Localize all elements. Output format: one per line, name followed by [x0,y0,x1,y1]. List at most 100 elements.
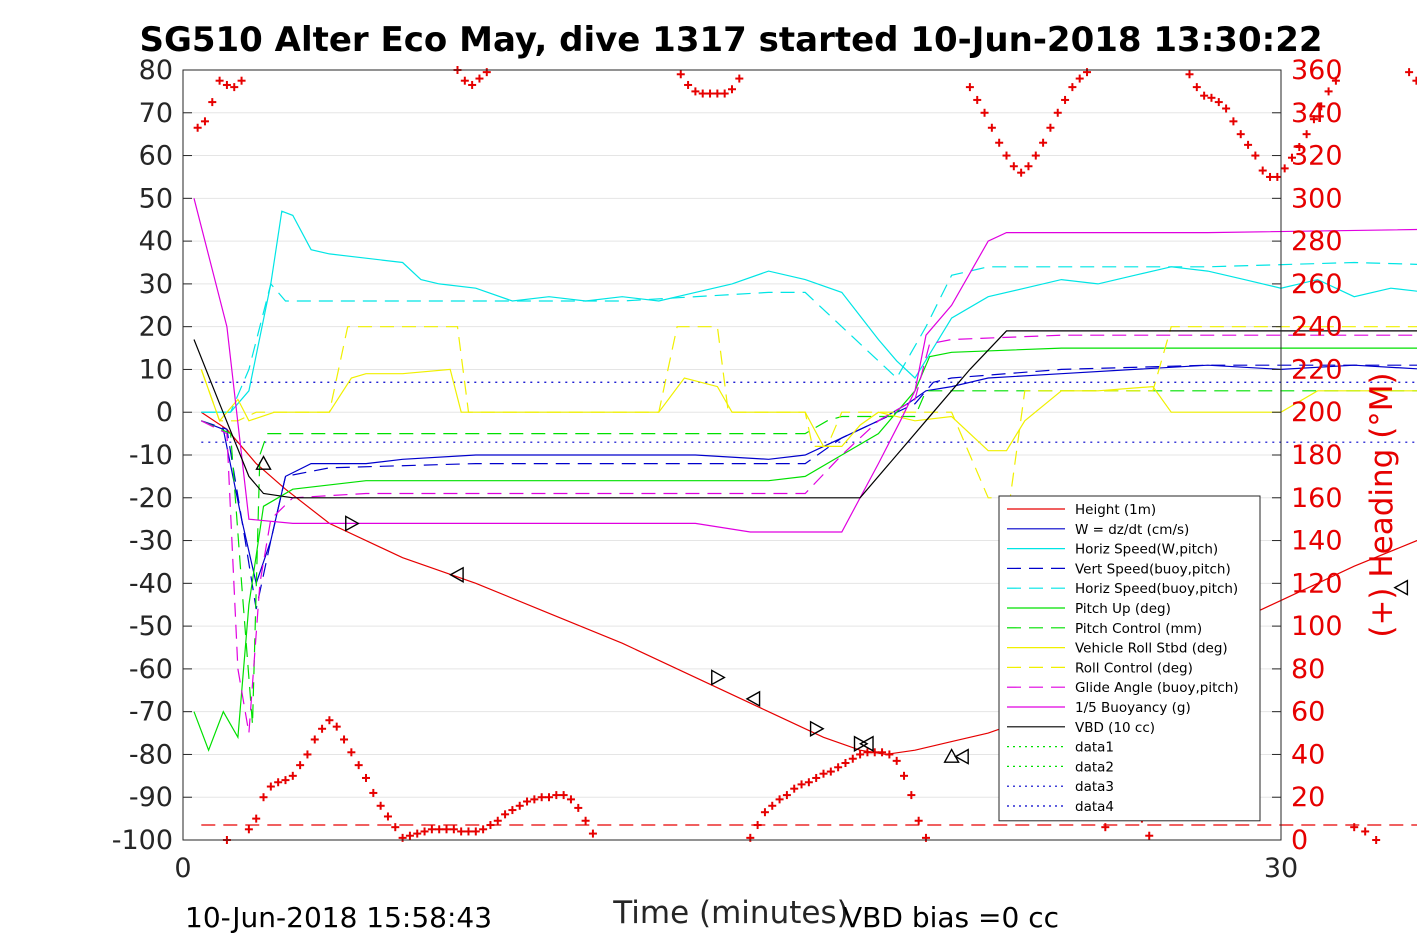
y2-tick-label: 120 [1291,568,1343,599]
heading-marker [1266,172,1275,181]
heading-marker [427,825,436,834]
footer-timestamp: 10-Jun-2018 15:58:43 [185,901,492,934]
heading-marker [973,95,982,104]
series-line [201,210,1417,413]
heading-marker [1350,823,1359,832]
heading-marker [362,773,370,782]
heading-marker [987,123,996,132]
y-tick-label: 80 [139,55,173,86]
heading-marker [1324,87,1333,96]
legend-label: Pitch Control (mm) [1075,621,1202,637]
y2-tick-label: 40 [1291,739,1325,770]
heading-marker [574,803,583,812]
direction-triangle [943,748,960,763]
heading-marker [259,793,268,802]
heading-marker [1053,108,1062,117]
heading-marker [775,795,784,804]
heading-marker [1200,91,1209,100]
legend-label: Pitch Up (deg) [1075,601,1171,617]
heading-marker [508,806,517,815]
heading-marker [325,716,334,725]
heading-marker [464,827,473,836]
series-line [201,334,1417,734]
direction-triangle [1393,579,1409,596]
heading-marker [1412,76,1417,85]
heading-marker [1031,151,1040,160]
legend-item: Vert Speed(buoy,pitch) [1007,561,1231,577]
heading-marker [435,825,444,834]
y-tick-label: -40 [129,568,173,599]
legend-item: VBD (10 cc) [1007,720,1155,736]
heading-marker [1046,123,1055,132]
heading-marker [482,68,491,77]
heading-marker [588,829,597,838]
heading-marker [870,748,879,757]
y-tick-label: 40 [139,226,173,257]
heading-marker [475,74,484,83]
heading-marker [420,827,429,836]
legend-item: Horiz Speed(buoy,pitch) [1007,581,1238,597]
legend-item: Roll Control (deg) [1007,660,1193,676]
heading-marker [405,831,414,840]
y-tick-label: -100 [112,825,173,856]
heading-marker [819,769,828,778]
heading-marker [790,784,799,793]
legend-box [998,495,1261,822]
heading-marker [1192,83,1201,92]
legend-label: data3 [1075,779,1114,795]
legend-label: Glide Angle (buoy,pitch) [1075,680,1239,696]
y-tick-label: -50 [129,611,173,642]
heading-marker [449,825,458,834]
heading-marker [193,123,202,132]
heading-marker [200,117,209,126]
heading-marker [1405,68,1414,77]
y2-tick-label: 280 [1291,226,1343,257]
heading-marker [768,801,777,810]
y-tick-label: 10 [139,354,173,385]
reference-lines [201,381,1417,826]
heading-marker [965,83,974,92]
heading-marker [523,797,532,806]
x-axis-label: Time (minutes) [612,895,848,931]
legend-label: W = dz/dt (cm/s) [1075,522,1189,538]
heading-marker [1083,68,1092,77]
direction-triangle [745,690,761,708]
heading-marker [713,89,722,98]
legend-item: W = dz/dt (cm/s) [1007,522,1189,538]
heading-marker [760,808,769,817]
y2-tick-label: 80 [1291,654,1325,685]
direction-triangle [449,566,464,583]
legend-label: Vehicle Roll Stbd (deg) [1075,641,1228,657]
heading-marker [1258,166,1267,175]
heading-marker [208,98,217,107]
heading-marker [995,138,1004,147]
heading-marker [1302,130,1311,139]
y-tick-label: -10 [129,440,173,471]
heading-marker [1309,115,1318,124]
heading-marker [720,89,729,98]
heading-marker [274,778,283,787]
heading-marker [826,767,835,776]
heading-marker [369,788,378,797]
y2-tick-label: 20 [1291,782,1325,813]
legend-item: Height (1m) [1007,502,1156,518]
heading-marker [1331,76,1340,85]
heading-marker [753,821,762,830]
heading-marker [230,83,239,92]
legend-item: data3 [1007,779,1114,795]
heading-marker [1229,117,1238,126]
heading-marker [691,87,700,96]
y2-tick-label: 100 [1291,611,1343,642]
direction-triangle [255,455,272,470]
heading-marker [841,759,850,767]
heading-marker [684,80,693,89]
heading-marker [856,750,865,759]
y2-tick-label: 60 [1291,697,1325,728]
heading-marker [1317,102,1326,111]
heading-marker [746,833,755,842]
heading-marker [252,814,261,823]
y-tick-label: 60 [139,141,173,172]
series-line [193,330,1417,499]
heading-marker [1361,827,1370,836]
heading-marker [1075,74,1084,83]
